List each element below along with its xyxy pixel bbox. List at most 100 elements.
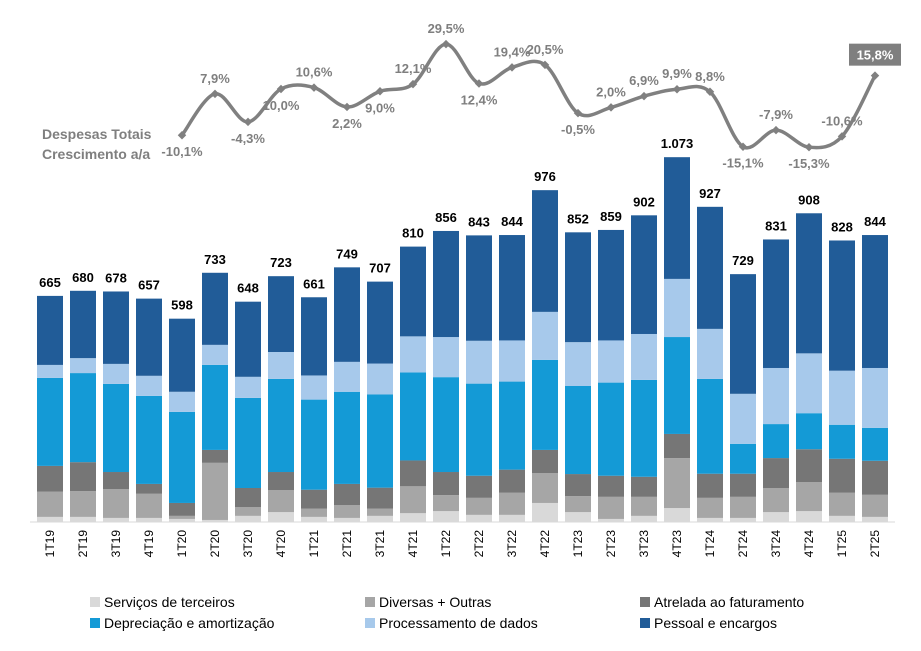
bar-segment (235, 488, 261, 508)
bar-segment (400, 486, 426, 514)
bar-segment (268, 490, 294, 513)
line-value-label: 12,4% (461, 92, 498, 107)
bar-segment (664, 337, 690, 434)
bar-segment (268, 352, 294, 379)
bar-segment (829, 370, 855, 425)
bar-segment (730, 274, 756, 394)
bar-segment (136, 517, 162, 522)
line-value-label: -10,6% (821, 113, 863, 128)
line-marker (375, 87, 385, 96)
total-label: 844 (501, 214, 523, 229)
bar-segment (499, 492, 525, 515)
bar-segment (433, 472, 459, 496)
line-value-label: 20,5% (527, 42, 564, 57)
bar-segment (532, 449, 558, 474)
bar-segment (631, 379, 657, 477)
bar-segment (631, 476, 657, 497)
bar-segment (631, 496, 657, 516)
line-marker (210, 89, 220, 99)
bar-segment (400, 336, 426, 373)
bar-segment (103, 363, 129, 384)
line-value-label: 9,9% (662, 66, 692, 81)
bar-segment (664, 278, 690, 338)
line-value-label: -0,5% (561, 122, 595, 137)
total-label: 843 (468, 214, 490, 229)
legend-label: Atrelada ao faturamento (654, 594, 804, 610)
bar-segment (400, 513, 426, 522)
x-tick-label: 1T23 (571, 530, 585, 558)
bar-segment (70, 462, 96, 492)
bar-segment (565, 512, 591, 522)
bar-segment (796, 213, 822, 354)
total-label: 852 (567, 211, 589, 226)
legend-swatch (90, 618, 100, 628)
total-label: 749 (336, 246, 358, 261)
line-marker (606, 103, 616, 112)
x-tick-label: 2T22 (472, 530, 486, 558)
bar-segment (301, 489, 327, 509)
bar-segment (301, 516, 327, 522)
bar-segment (202, 449, 228, 463)
bar-segment (697, 517, 723, 522)
bar-segment (235, 376, 261, 398)
bar-segment (532, 190, 558, 312)
line-marker (342, 102, 352, 112)
legend-swatch (640, 618, 650, 628)
bar-segment (565, 496, 591, 513)
bar-segment (730, 496, 756, 518)
line-value-label: 6,9% (629, 73, 659, 88)
bar-segment (796, 449, 822, 483)
bar-segment (334, 267, 360, 362)
total-label: 707 (369, 261, 391, 276)
bar-segment (466, 340, 492, 384)
bar-segment (70, 290, 96, 359)
total-label: 733 (204, 252, 226, 267)
bar-segment (697, 328, 723, 379)
bar-segment (433, 337, 459, 378)
x-tick-label: 4T24 (802, 530, 816, 558)
x-tick-label: 4T19 (142, 530, 156, 558)
total-label: 856 (435, 210, 457, 225)
bar-segment (202, 364, 228, 450)
total-label: 665 (39, 275, 61, 290)
bar-segment (169, 411, 195, 503)
line-marker (309, 83, 319, 92)
x-tick-label: 1T22 (439, 530, 453, 558)
bar-segment (829, 492, 855, 516)
bar-segment (697, 497, 723, 518)
bar-segment (433, 495, 459, 512)
bar-segment (499, 514, 525, 522)
bar-segment (763, 488, 789, 513)
bar-segment (334, 517, 360, 522)
total-label: 828 (831, 219, 853, 234)
bar-segment (103, 291, 129, 364)
bar-segment (103, 472, 129, 490)
line-marker (639, 91, 649, 101)
bar-segment (697, 473, 723, 498)
x-tick-label: 3T20 (241, 530, 255, 558)
bar-segment (631, 515, 657, 522)
x-tick-label: 3T23 (637, 530, 651, 558)
bar-segment (37, 295, 63, 365)
x-tick-label: 4T23 (670, 530, 684, 558)
x-tick-label: 1T25 (835, 530, 849, 558)
bar-segment (169, 518, 195, 522)
x-tick-label: 1T21 (307, 530, 321, 558)
x-tick-label: 4T22 (538, 530, 552, 558)
total-label: 908 (798, 192, 820, 207)
bar-segment (301, 508, 327, 517)
line-value-label: 2,0% (596, 84, 626, 99)
bar-segment (664, 458, 690, 509)
x-tick-label: 2T21 (340, 530, 354, 558)
total-label: 831 (765, 218, 787, 233)
bar-segment (466, 383, 492, 476)
x-tick-label: 2T24 (736, 530, 750, 558)
bar-segment (334, 483, 360, 505)
bar-segment (763, 424, 789, 459)
total-label: 810 (402, 226, 424, 241)
bar-segment (763, 512, 789, 522)
bar-segment (499, 381, 525, 470)
bar-segment (499, 235, 525, 341)
bar-segment (367, 508, 393, 516)
